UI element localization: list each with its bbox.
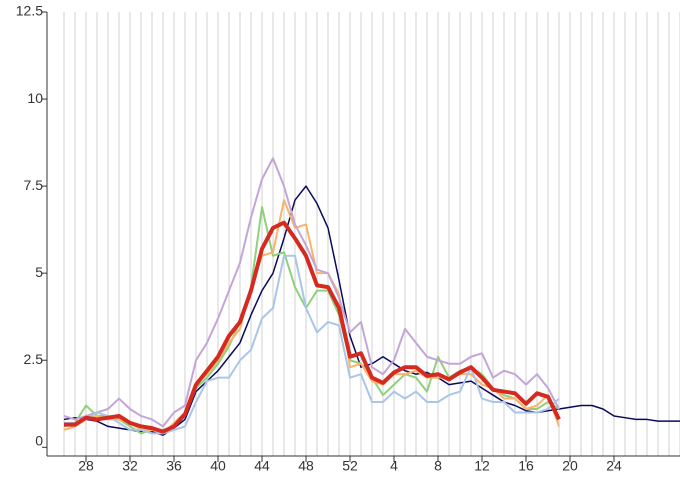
x-tick-label: 40 (210, 458, 226, 474)
x-tick-label: 36 (166, 458, 182, 474)
series-line (63, 199, 560, 435)
y-tick-label: 0 (35, 433, 43, 449)
x-tick-label: 44 (254, 458, 270, 474)
x-tick-label: 4 (390, 458, 398, 474)
x-tick-label: 12 (474, 458, 490, 474)
y-tick-label: 2.5 (24, 351, 44, 367)
y-tick-label: 5 (35, 264, 43, 280)
x-tick-label: 32 (122, 458, 138, 474)
y-tick-label: 12.5 (16, 3, 43, 19)
x-tick-label: 16 (518, 458, 534, 474)
series-line (63, 157, 560, 428)
x-tick-label: 48 (298, 458, 314, 474)
x-tick-label: 8 (434, 458, 442, 474)
x-tick-label: 52 (342, 458, 358, 474)
x-tick-label: 28 (78, 458, 94, 474)
y-tick-label: 7.5 (24, 177, 44, 193)
x-tick-label: 20 (562, 458, 578, 474)
series-line (64, 220, 561, 434)
series-line (64, 254, 560, 435)
x-tick-label: 24 (606, 458, 622, 474)
y-tick-label: 10 (27, 90, 43, 106)
